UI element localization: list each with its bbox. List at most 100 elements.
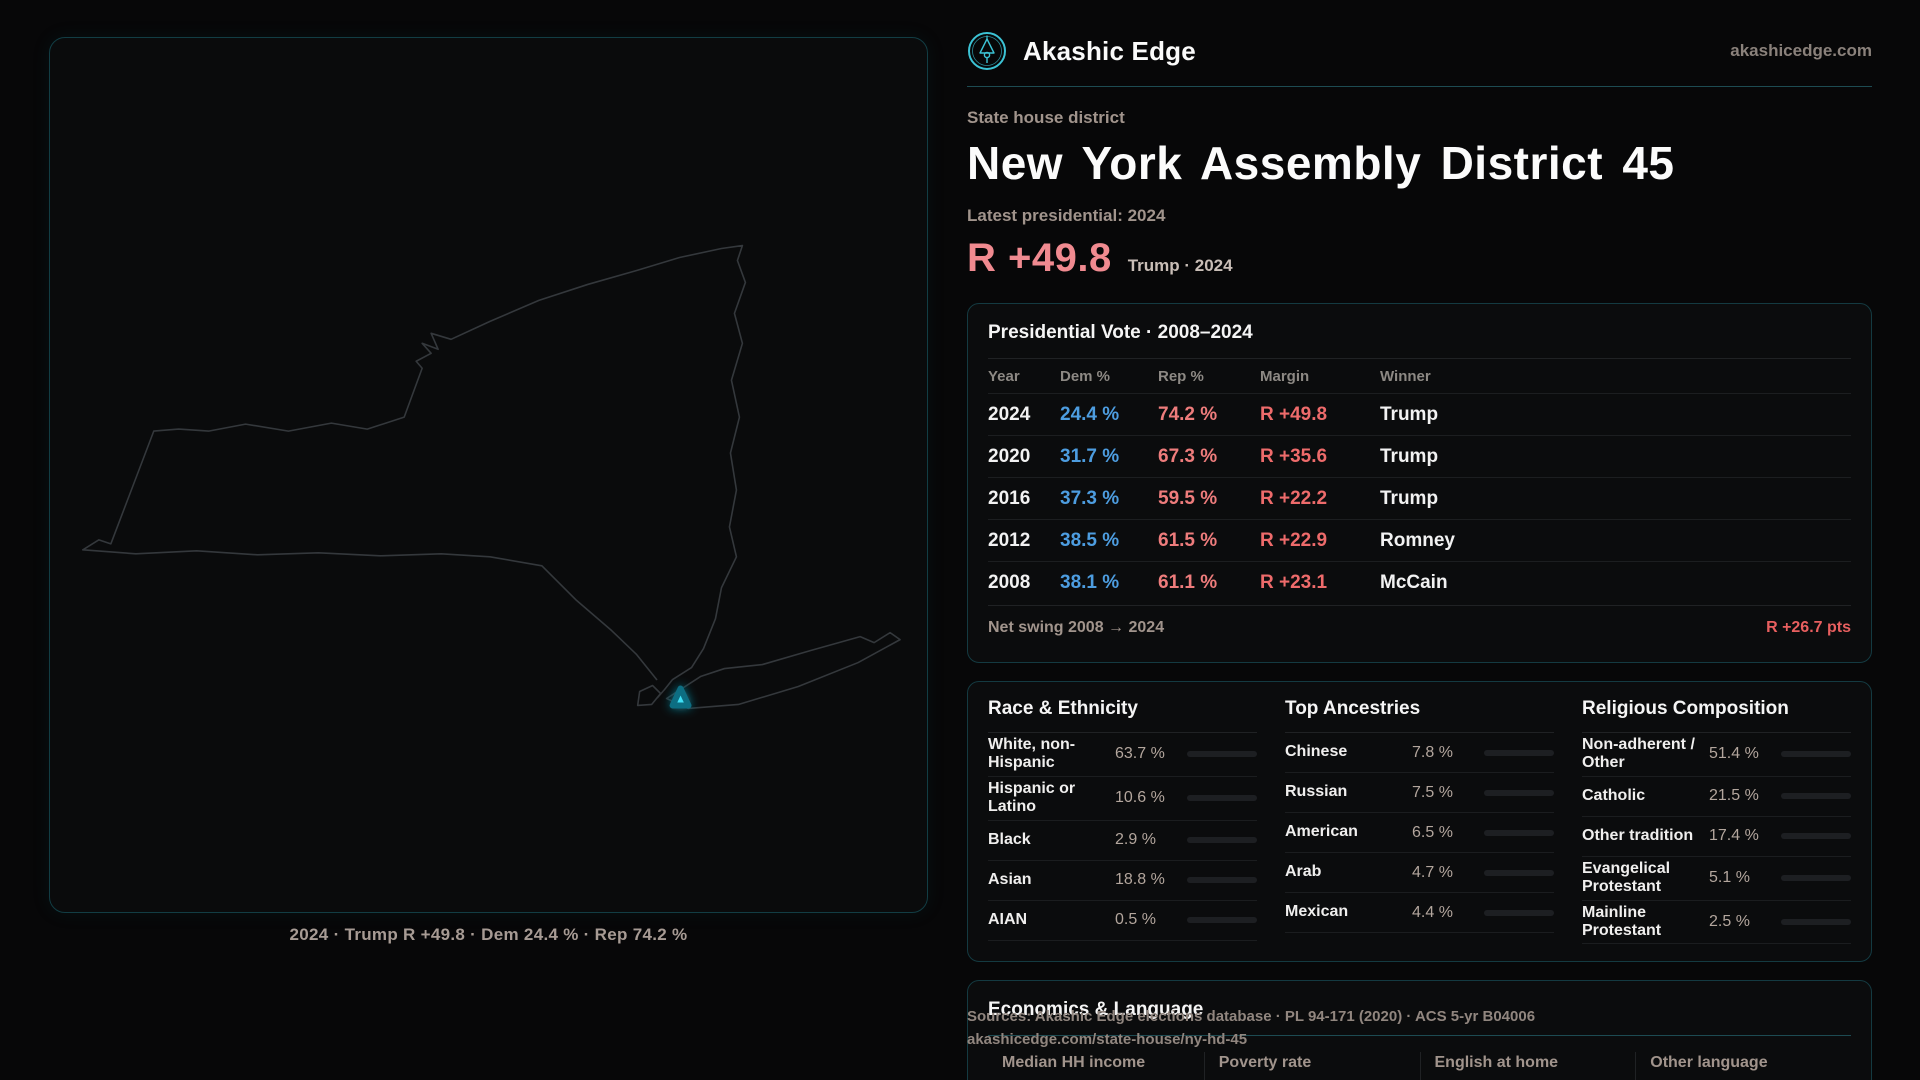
dem-cell: 31.7 % [1060,445,1120,467]
winner-cell: Trump [1380,445,1439,467]
stat-label: American [1285,823,1358,841]
stat-bar [1781,918,1851,925]
presidential-vote-card: Presidential Vote · 2008–2024 Year Dem %… [967,303,1872,663]
vote-card-divider [988,358,1851,359]
winner-cell: Romney [1380,529,1455,551]
header-divider [967,86,1872,87]
list-item: Black 2.9 % [988,821,1257,861]
stat-bar [1781,793,1851,800]
list-item: Chinese 7.8 % [1285,733,1554,773]
stat-cell: Poverty rate 19.5 % [1203,1052,1420,1080]
stat-label: Poverty rate [1218,1054,1312,1071]
stat-value: 51.4 % [1709,745,1759,763]
stat-label: Other tradition [1582,827,1694,845]
district-marker-icon [669,685,692,709]
stat-bar [1187,877,1257,884]
stat-label: Arab [1285,863,1322,881]
economics-title: Economics & Language [988,999,1204,1020]
list-item: Asian 18.8 % [988,861,1257,901]
margin-cell: R +23.1 [1260,571,1328,593]
margin-value: R +49.8 [967,236,1112,280]
table-row: 2008 38.1 % 61.1 % R +23.1 McCain [988,561,1851,603]
stat-bar [1187,837,1257,844]
stat-cell: Other language 64.5 % [1635,1052,1851,1080]
year-cell: 2012 [988,529,1031,551]
stat-bar [1187,917,1257,924]
stat-bar [1484,869,1554,876]
winner-cell: McCain [1380,571,1448,593]
religion-column: Religious Composition Non-adherent / Oth… [1582,698,1851,945]
net-swing-row: Net swing 2008 → 2024 R +26.7 pts [988,605,1851,650]
stat-label: Hispanic or Latino [988,779,1076,816]
list-item: White, non-Hispanic 63.7 % [988,733,1257,777]
stat-label: Catholic [1582,787,1646,805]
margin-cell: R +22.2 [1260,487,1328,509]
latest-presidential-label: Latest presidential: 2024 [967,206,1166,225]
stat-bar [1187,795,1257,802]
stat-cell: English at home 35.5 % [1419,1052,1636,1080]
col-year: Year [988,367,1020,385]
stat-value: 2.9 % [1115,831,1156,849]
list-item: Mexican 4.4 % [1285,893,1554,933]
net-swing-label: Net swing 2008 → 2024 [988,619,1165,636]
stat-label: Black [988,830,1031,848]
dem-cell: 38.5 % [1060,529,1120,551]
detail-panel: Akashic Edge akashicedge.com State house… [967,28,1872,1080]
list-item: Russian 7.5 % [1285,773,1554,813]
stat-bar [1484,909,1554,916]
source-url[interactable]: akashicedge.com/state-house/ny-hd-45 [967,1031,1248,1049]
margin-context: Trump · 2024 [1127,256,1233,275]
margin-cell: R +35.6 [1260,445,1328,467]
stat-label: English at home [1434,1054,1559,1071]
margin-cell: R +49.8 [1260,403,1328,425]
list-item: Other tradition 17.4 % [1582,817,1851,857]
ancestries-column: Top Ancestries Chinese 7.8 % Russian 7.5… [1285,698,1554,945]
stat-bar [1484,829,1554,836]
rep-cell: 59.5 % [1158,487,1218,509]
page-title: New York Assembly District 45 [967,137,1675,189]
source-line: Sources: Akashic Edge elections database… [967,1008,1536,1025]
margin-cell: R +22.9 [1260,529,1328,551]
economics-card: Economics & Language Median HH income $6… [967,980,1872,1080]
winner-cell: Trump [1380,487,1439,509]
col-dem: Dem % [1060,367,1111,385]
stat-bar [1484,789,1554,796]
stat-value: 17.4 % [1709,827,1759,845]
stat-value: 2.5 % [1709,912,1750,930]
stat-value: 63.7 % [1115,745,1165,763]
stat-label: Mainline Protestant [1582,903,1662,939]
stat-bar [1781,751,1851,758]
year-cell: 2024 [988,403,1031,425]
stat-bar [1187,751,1257,758]
col-rep: Rep % [1158,367,1204,385]
district-type-kicker: State house district [967,108,1125,127]
headline-margin: R +49.8 Trump · 2024 [967,236,1872,281]
source-attribution: Sources: Akashic Edge elections database… [967,1005,1587,1052]
brand-logo-icon [968,32,1006,70]
stat-bar [1781,875,1851,882]
table-row: 2016 37.3 % 59.5 % R +22.2 Trump [988,477,1851,519]
stat-label: Chinese [1285,743,1348,761]
vote-table-header: Year Dem % Rep % Margin Winner [988,359,1851,393]
religion-section-title: Religious Composition [1582,698,1851,733]
stat-value: 7.8 % [1412,743,1453,761]
stat-label: Russian [1285,783,1348,801]
year-cell: 2020 [988,445,1031,467]
brand-name: Akashic Edge [1023,35,1196,66]
list-item: Hispanic or Latino 10.6 % [988,777,1257,821]
dem-cell: 38.1 % [1060,571,1120,593]
rep-cell: 74.2 % [1158,403,1218,425]
list-item: Non-adherent / Other 51.4 % [1582,733,1851,777]
list-item: American 6.5 % [1285,813,1554,853]
stat-value: 0.5 % [1115,911,1156,929]
new-york-outline-map [82,244,901,710]
dem-cell: 37.3 % [1060,487,1120,509]
list-item: Evangelical Protestant 5.1 % [1582,857,1851,901]
stat-bar [1781,833,1851,840]
year-cell: 2016 [988,487,1031,509]
col-margin: Margin [1260,367,1310,385]
rep-cell: 61.1 % [1158,571,1218,593]
brand-domain-link[interactable]: akashicedge.com [1730,41,1872,60]
stat-value: 6.5 % [1412,823,1453,841]
economics-stats: Median HH income $64,920 Poverty rate 19… [988,1052,1851,1080]
